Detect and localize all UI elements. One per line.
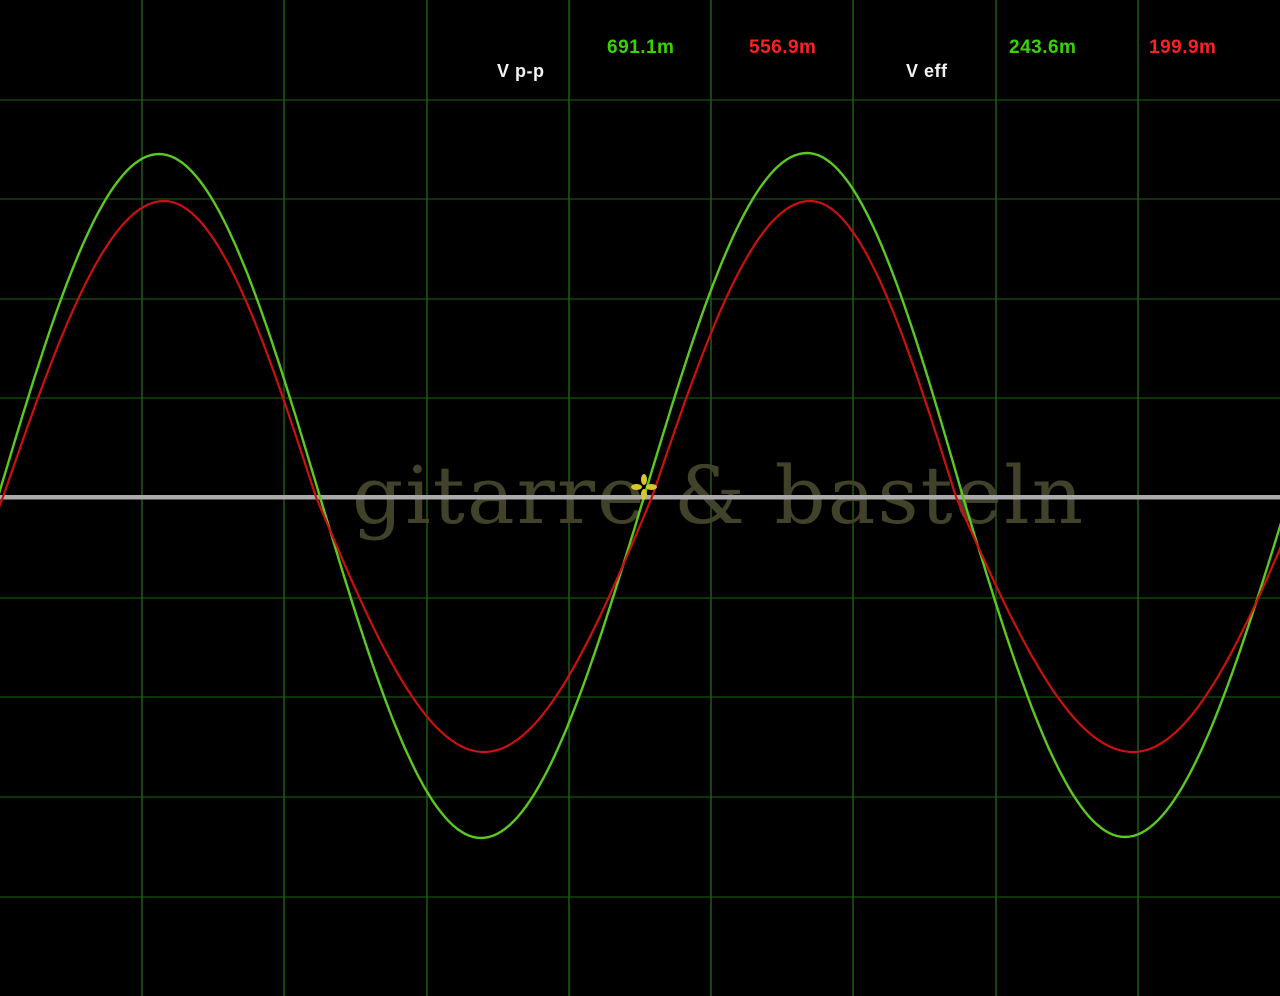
ch1-vpp-value: 691.1m bbox=[607, 37, 675, 58]
trace-channel1 bbox=[0, 151, 1280, 840]
zero-line bbox=[0, 495, 1280, 500]
vpp-label: V p-p bbox=[497, 61, 545, 81]
ch2-vpp-value: 556.9m bbox=[749, 37, 817, 58]
veff-label: V eff bbox=[906, 61, 948, 81]
ch1-veff-value: 243.6m bbox=[1009, 37, 1077, 58]
trace-channel2 bbox=[0, 199, 1280, 754]
cursor-marker[interactable] bbox=[631, 474, 657, 500]
ch2-veff-value: 199.9m bbox=[1149, 37, 1217, 58]
